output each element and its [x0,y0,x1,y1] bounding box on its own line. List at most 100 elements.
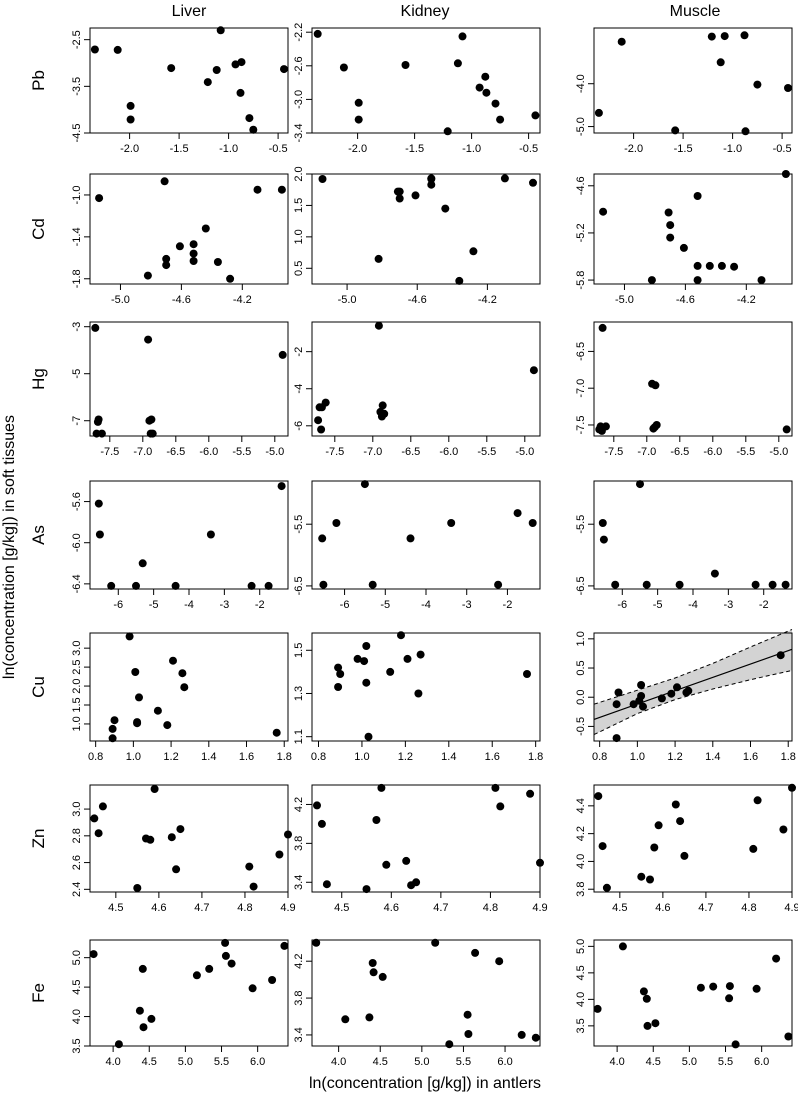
y-tick-label: 2.5 [71,659,83,674]
panel-frame [593,784,793,893]
data-point [593,1004,602,1013]
x-tick-label: -6 [617,599,627,611]
data-point [163,721,172,730]
data-point [272,728,281,737]
data-point [139,1023,148,1032]
y-tick-label: -2.6 [293,56,305,75]
data-point [113,45,122,54]
data-point [175,242,184,251]
data-point [594,792,603,801]
y-tick-label: -7 [71,416,83,426]
data-point [135,1006,144,1015]
y-tick-label: -4.0 [575,74,587,93]
x-tick-label: 4.5 [612,902,627,914]
data-point [206,530,215,539]
y-tick-label: 2.8 [71,828,83,843]
data-point [741,127,750,136]
y-tick-label: 4.5 [71,979,83,994]
x-tick-label: 1.8 [277,751,292,763]
data-point [395,194,404,203]
x-tick-label: 4.5 [142,1056,157,1068]
x-tick-label: -6.0 [439,446,458,458]
data-point [167,833,176,842]
data-point [709,982,718,991]
x-tick-label: -1.0 [462,143,481,155]
x-tick-label: 4.8 [483,902,498,914]
data-point [110,716,119,725]
data-point [401,61,410,69]
data-point [601,422,610,431]
data-point [646,875,654,884]
data-point [599,207,608,216]
data-point [617,37,626,46]
data-point [666,233,675,242]
y-axis-label: ln(concentration [g/kg]) in soft tissues [1,415,18,679]
data-point [536,858,544,867]
x-tick-label: -2 [759,599,769,611]
x-tick-label: -7.5 [100,446,119,458]
data-point [172,865,181,874]
data-point [784,84,792,92]
panel-frame [593,173,793,285]
y-tick-label: -2 [293,347,305,357]
data-point [148,429,157,438]
data-point [684,686,693,695]
data-point [176,825,185,834]
y-tick-label: 2.6 [71,855,83,870]
data-point [637,692,646,700]
data-point [427,180,436,189]
data-point [650,843,659,852]
panel-frame [89,480,289,590]
data-point [481,72,490,81]
panel-hg-liver: -7.5 -7.0 -6.5 -6.0 -5.5 -5.0 -3 -5 -7 [71,321,289,458]
x-tick-label: 4.5 [373,1056,388,1068]
x-tick-label: 1.2 [163,751,178,763]
data-point [402,856,411,865]
x-tick-label: 1.4 [441,751,456,763]
data-point [372,816,381,824]
column-title-muscle: Muscle [670,3,721,20]
y-tick-label: 0.5 [575,660,587,675]
data-point [531,1033,540,1042]
data-point [642,994,651,1003]
row-label-as: As [29,525,48,545]
data-point [776,651,785,660]
x-tick-label: 1.6 [485,751,500,763]
panel-frame [89,632,289,742]
x-axis-label: ln(concentration [g/kg]) in antlers [309,1075,541,1092]
data-point [212,66,221,74]
x-tick-label: -7.5 [604,446,623,458]
data-point [362,642,371,650]
data-point [146,835,155,844]
data-point [618,942,627,951]
x-tick-label: 4.0 [331,1056,346,1068]
x-tick-label: 0.8 [311,751,326,763]
x-tick-label: -4.6 [676,294,695,306]
x-tick-label: -5.0 [265,446,284,458]
data-point [318,175,327,183]
data-point [411,191,420,200]
data-point [205,964,214,973]
x-tick-label: 6.0 [754,1056,769,1068]
x-tick-label: 1.0 [126,751,141,763]
data-point [693,261,702,270]
data-point [779,825,788,834]
panel-frame [311,321,541,437]
data-point [475,83,484,92]
data-point [731,1040,740,1049]
y-tick-label: -3 [71,322,83,332]
x-tick-label: -6.0 [199,446,218,458]
data-point [97,429,106,438]
data-point [360,480,369,489]
y-tick-label: 3.0 [71,641,83,656]
data-point [725,982,734,991]
data-point [491,99,500,108]
data-point [313,29,322,38]
data-point [143,271,152,280]
data-point [354,98,363,107]
data-point [382,860,391,869]
data-point [782,425,791,434]
panel-frame [593,27,793,134]
data-point [203,78,212,87]
x-tick-label: -3 [219,599,229,611]
